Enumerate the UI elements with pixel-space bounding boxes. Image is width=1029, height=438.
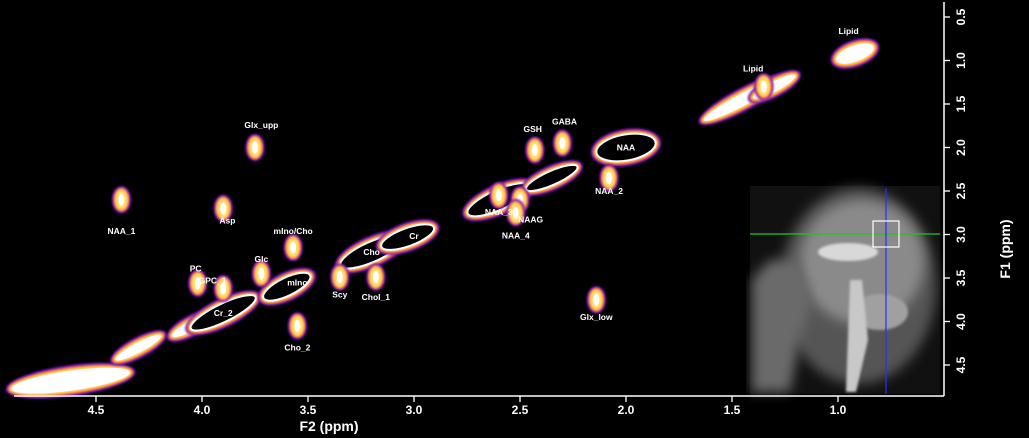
cross-peak [252,141,258,154]
contour-peak [189,294,257,332]
cross-peak [606,171,613,184]
cross-peak [372,271,379,284]
cross-peak [593,293,600,306]
contour-layer [5,8,880,399]
y-tick-label: 2.0 [954,139,968,156]
x-axis-ticks: 4.5 4.0 3.5 3.0 2.5 2.0 1.5 1.0 [88,396,847,417]
y-tick-label: 1.5 [954,95,968,112]
peak-label: Scy [332,290,347,300]
cross-peak [495,189,502,202]
peak-label: Lipid [838,26,858,36]
peak-label: PC [190,263,202,273]
cross-peak [194,277,201,290]
y-axis-title: F1 (ppm) [997,219,1013,278]
peak-label: NAA_3 [485,207,513,217]
cross-peak [512,206,519,219]
mri-face [752,260,812,392]
y-tick-label: 1.0 [954,52,968,69]
peak-label: Cho [363,247,380,257]
contour-peak [380,223,436,251]
y-tick-label: 3.5 [954,269,968,286]
cross-peak [118,193,125,206]
x-tick-label: 3.0 [406,403,423,417]
contour-peak [525,163,579,193]
peak-label: NAA_4 [502,230,530,240]
peak-label: NAA_2 [595,186,623,196]
x-tick-label: 4.0 [194,403,211,417]
y-tick-label: 4.5 [954,356,968,373]
cross-peak [290,241,297,254]
cross-peak [220,202,227,215]
peak-label: Cho_2 [284,343,310,353]
cross-peak [336,271,343,284]
cross-peak [531,144,538,157]
cross-peak [760,80,767,93]
peak-label: NAA_1 [108,226,136,236]
peak-label: GABA [552,116,577,126]
mri-corpus-callosum [818,243,878,261]
x-tick-label: 3.5 [300,403,317,417]
peak-label: Glc [255,254,269,264]
peak-label: Chol_1 [362,292,391,302]
cross-peak [294,319,301,332]
peak-label: Cr_2 [214,308,233,318]
contour-peak [595,132,657,163]
cross-peak [220,282,227,295]
x-tick-label: 1.0 [830,403,847,417]
cross-peak [559,137,566,150]
y-tick-label: 3.0 [954,226,968,243]
peak-label: Glx_low [580,312,613,322]
y-tick-label: 2.5 [954,182,968,199]
cross-peak [258,267,265,280]
x-axis-title: F2 (ppm) [299,418,358,434]
peak-label: NAAG [518,215,543,225]
peak-label: mIno/Cho [274,226,313,236]
contour-peak [835,43,874,64]
peak-label: mIno [287,277,307,287]
mri-brainstem [846,280,868,392]
peak-label: GSH [524,124,542,134]
contour-peak [115,334,162,361]
peak-label: Lipid [743,63,763,73]
peak-label: Glx_upp [244,120,278,130]
contour-peak [11,367,130,394]
y-tick-label: 0.5 [954,8,968,25]
mri-inset [750,186,940,394]
mri-brain [800,200,924,324]
y-axis-ticks: 0.5 1.0 1.5 2.0 2.5 3.0 3.5 4.0 4.5 [944,8,968,373]
y-tick-label: 4.0 [954,313,968,330]
x-tick-label: 2.0 [618,403,635,417]
x-tick-label: 1.5 [724,403,741,417]
peak-label: Cr [409,231,419,241]
contour-peak [262,271,312,302]
mri-voxel-box [872,220,900,248]
peak-label: Asp [219,216,235,226]
x-tick-label: 4.5 [88,403,105,417]
peak-label: NAA [617,142,635,152]
peak-labels: Lipid Lipid Glx_upp GSH GABA NAA NAA_2 NAA_3 NAA… [108,26,859,353]
peak-label: GPC_1 [199,276,227,286]
x-tick-label: 2.5 [512,403,529,417]
